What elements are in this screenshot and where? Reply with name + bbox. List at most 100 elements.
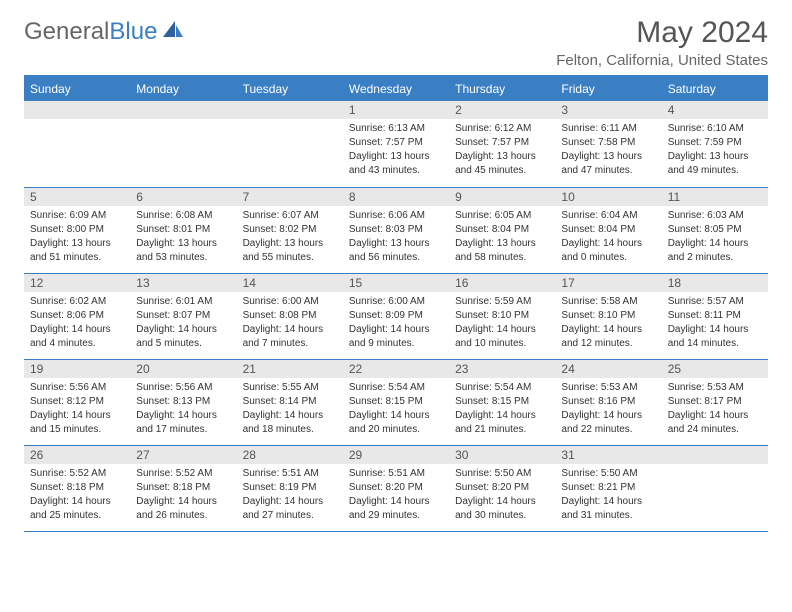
sunrise-text: Sunrise: 6:03 AM [668,209,762,223]
daylight-text: Daylight: 13 hours and 51 minutes. [30,237,124,265]
day-cell: 9Sunrise: 6:05 AMSunset: 8:04 PMDaylight… [449,187,555,273]
day-number: 25 [662,360,768,378]
day-number: 23 [449,360,555,378]
page: GeneralBlue May 2024 Felton, California,… [0,0,792,550]
daylight-text: Daylight: 14 hours and 14 minutes. [668,323,762,351]
day-number: 26 [24,446,130,464]
sunset-text: Sunset: 8:07 PM [136,309,230,323]
day-content: Sunrise: 6:02 AMSunset: 8:06 PMDaylight:… [24,292,130,354]
daylight-text: Daylight: 14 hours and 31 minutes. [561,495,655,523]
sunset-text: Sunset: 8:18 PM [136,481,230,495]
day-content: Sunrise: 5:54 AMSunset: 8:15 PMDaylight:… [449,378,555,440]
weekday-header: Thursday [449,76,555,101]
daylight-text: Daylight: 14 hours and 7 minutes. [243,323,337,351]
day-content: Sunrise: 5:56 AMSunset: 8:13 PMDaylight:… [130,378,236,440]
daylight-text: Daylight: 13 hours and 55 minutes. [243,237,337,265]
day-cell: 10Sunrise: 6:04 AMSunset: 8:04 PMDayligh… [555,187,661,273]
day-content: Sunrise: 6:07 AMSunset: 8:02 PMDaylight:… [237,206,343,268]
sunset-text: Sunset: 8:18 PM [30,481,124,495]
sunset-text: Sunset: 8:02 PM [243,223,337,237]
day-content: Sunrise: 5:51 AMSunset: 8:19 PMDaylight:… [237,464,343,526]
sunrise-text: Sunrise: 6:12 AM [455,122,549,136]
day-number: 17 [555,274,661,292]
day-number: 10 [555,188,661,206]
day-cell: 27Sunrise: 5:52 AMSunset: 8:18 PMDayligh… [130,445,236,531]
day-cell: 11Sunrise: 6:03 AMSunset: 8:05 PMDayligh… [662,187,768,273]
day-number: 18 [662,274,768,292]
sunset-text: Sunset: 8:15 PM [455,395,549,409]
calendar-table: Sunday Monday Tuesday Wednesday Thursday… [24,75,768,532]
sunrise-text: Sunrise: 5:52 AM [136,467,230,481]
daylight-text: Daylight: 14 hours and 20 minutes. [349,409,443,437]
sunrise-text: Sunrise: 5:56 AM [30,381,124,395]
weekday-header: Tuesday [237,76,343,101]
day-cell: 26Sunrise: 5:52 AMSunset: 8:18 PMDayligh… [24,445,130,531]
day-number: 7 [237,188,343,206]
day-cell: 12Sunrise: 6:02 AMSunset: 8:06 PMDayligh… [24,273,130,359]
sunset-text: Sunset: 8:05 PM [668,223,762,237]
week-row: 12Sunrise: 6:02 AMSunset: 8:06 PMDayligh… [24,273,768,359]
daylight-text: Daylight: 13 hours and 49 minutes. [668,150,762,178]
weekday-header-row: Sunday Monday Tuesday Wednesday Thursday… [24,76,768,101]
day-content: Sunrise: 6:04 AMSunset: 8:04 PMDaylight:… [555,206,661,268]
sunrise-text: Sunrise: 5:58 AM [561,295,655,309]
sunrise-text: Sunrise: 5:56 AM [136,381,230,395]
weekday-header: Friday [555,76,661,101]
sunset-text: Sunset: 8:21 PM [561,481,655,495]
day-content: Sunrise: 5:52 AMSunset: 8:18 PMDaylight:… [130,464,236,526]
sunrise-text: Sunrise: 5:50 AM [561,467,655,481]
day-number: 19 [24,360,130,378]
daylight-text: Daylight: 14 hours and 12 minutes. [561,323,655,351]
day-number: 27 [130,446,236,464]
day-cell: 20Sunrise: 5:56 AMSunset: 8:13 PMDayligh… [130,359,236,445]
daylight-text: Daylight: 14 hours and 4 minutes. [30,323,124,351]
sunrise-text: Sunrise: 6:10 AM [668,122,762,136]
day-number: 21 [237,360,343,378]
day-number: 4 [662,101,768,119]
day-content: Sunrise: 6:08 AMSunset: 8:01 PMDaylight:… [130,206,236,268]
day-content: Sunrise: 5:53 AMSunset: 8:17 PMDaylight:… [662,378,768,440]
day-cell: 25Sunrise: 5:53 AMSunset: 8:17 PMDayligh… [662,359,768,445]
week-row: 1Sunrise: 6:13 AMSunset: 7:57 PMDaylight… [24,101,768,187]
sunrise-text: Sunrise: 6:02 AM [30,295,124,309]
day-cell: 28Sunrise: 5:51 AMSunset: 8:19 PMDayligh… [237,445,343,531]
daylight-text: Daylight: 14 hours and 22 minutes. [561,409,655,437]
day-cell [24,101,130,187]
day-content: Sunrise: 6:09 AMSunset: 8:00 PMDaylight:… [24,206,130,268]
day-number [130,101,236,119]
sunrise-text: Sunrise: 5:59 AM [455,295,549,309]
day-number: 24 [555,360,661,378]
sunrise-text: Sunrise: 6:01 AM [136,295,230,309]
sunrise-text: Sunrise: 6:09 AM [30,209,124,223]
sunset-text: Sunset: 7:57 PM [349,136,443,150]
sunset-text: Sunset: 8:17 PM [668,395,762,409]
daylight-text: Daylight: 14 hours and 27 minutes. [243,495,337,523]
day-number [24,101,130,119]
logo-text-gray: General [24,18,109,46]
day-cell [237,101,343,187]
day-number: 1 [343,101,449,119]
daylight-text: Daylight: 14 hours and 9 minutes. [349,323,443,351]
sunset-text: Sunset: 8:03 PM [349,223,443,237]
sunrise-text: Sunrise: 6:00 AM [243,295,337,309]
day-content [130,119,236,125]
logo: GeneralBlue [24,18,185,46]
day-content: Sunrise: 5:59 AMSunset: 8:10 PMDaylight:… [449,292,555,354]
daylight-text: Daylight: 13 hours and 43 minutes. [349,150,443,178]
day-cell: 24Sunrise: 5:53 AMSunset: 8:16 PMDayligh… [555,359,661,445]
day-cell [662,445,768,531]
day-content: Sunrise: 6:01 AMSunset: 8:07 PMDaylight:… [130,292,236,354]
daylight-text: Daylight: 14 hours and 25 minutes. [30,495,124,523]
daylight-text: Daylight: 14 hours and 0 minutes. [561,237,655,265]
day-number: 12 [24,274,130,292]
day-content: Sunrise: 6:00 AMSunset: 8:08 PMDaylight:… [237,292,343,354]
day-number: 6 [130,188,236,206]
day-content: Sunrise: 6:03 AMSunset: 8:05 PMDaylight:… [662,206,768,268]
calendar-body: 1Sunrise: 6:13 AMSunset: 7:57 PMDaylight… [24,101,768,531]
weekday-header: Sunday [24,76,130,101]
sail-icon [161,18,185,46]
daylight-text: Daylight: 14 hours and 21 minutes. [455,409,549,437]
daylight-text: Daylight: 14 hours and 2 minutes. [668,237,762,265]
month-title: May 2024 [556,18,768,48]
day-content: Sunrise: 5:58 AMSunset: 8:10 PMDaylight:… [555,292,661,354]
